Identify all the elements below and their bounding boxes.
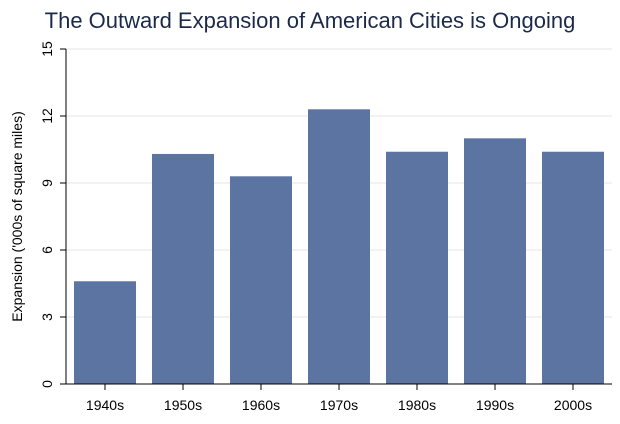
y-tick-label: 15 bbox=[39, 41, 55, 57]
bar-1940s bbox=[74, 281, 136, 384]
bar-2000s bbox=[542, 151, 604, 384]
chart-title: The Outward Expansion of American Cities… bbox=[44, 8, 576, 33]
y-tick-label: 3 bbox=[39, 313, 55, 321]
bar-1990s bbox=[464, 138, 526, 384]
bar-1980s bbox=[386, 151, 448, 384]
y-tick-label: 12 bbox=[39, 108, 55, 124]
x-tick-label: 1980s bbox=[398, 397, 436, 413]
y-axis-label: Expansion ('000s of square miles) bbox=[9, 111, 25, 321]
x-tick-label: 1940s bbox=[86, 397, 124, 413]
x-tick-label: 2000s bbox=[554, 397, 592, 413]
bar-1970s bbox=[308, 109, 370, 385]
bar-1960s bbox=[230, 176, 292, 384]
x-tick-label: 1950s bbox=[164, 397, 202, 413]
y-tick-label: 6 bbox=[39, 246, 55, 254]
axes: 0 3 6 9 12 15 1940s 1950s 1960s 1970s 1980s 1990s 20… bbox=[39, 41, 612, 413]
x-tick-label: 1990s bbox=[476, 397, 514, 413]
y-tick-label: 0 bbox=[39, 380, 55, 388]
x-tick-label: 1970s bbox=[320, 397, 358, 413]
x-tick-label: 1960s bbox=[242, 397, 280, 413]
y-tick-label: 9 bbox=[39, 179, 55, 187]
bars bbox=[74, 109, 604, 385]
bar-1950s bbox=[152, 153, 214, 384]
